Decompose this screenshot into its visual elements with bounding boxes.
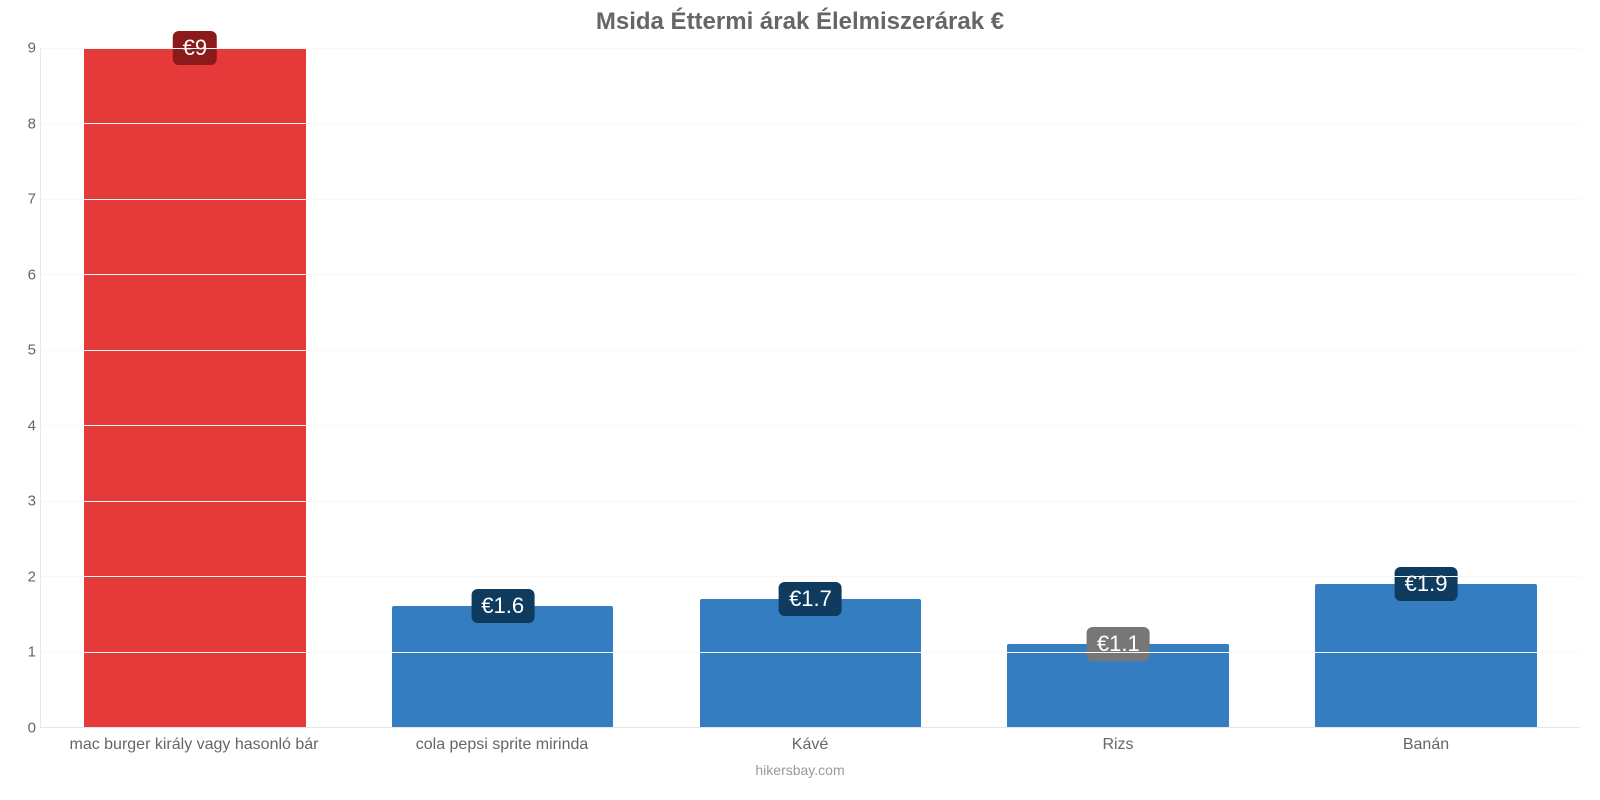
bar-slot: €9 — [41, 48, 349, 727]
gridline — [41, 501, 1580, 502]
bar — [392, 606, 614, 727]
bar-slot: €1.7 — [657, 48, 965, 727]
bar-chart: Msida Éttermi árak Élelmiszerárak € 0 1 2 3… — [0, 0, 1600, 800]
x-label: mac burger király vagy hasonló bár — [40, 736, 348, 754]
y-tick: 6 — [28, 266, 36, 283]
value-badge: €1.9 — [1395, 567, 1458, 601]
value-badge: €1.6 — [471, 589, 534, 623]
gridline — [41, 576, 1580, 577]
chart-caption: hikersbay.com — [0, 762, 1600, 778]
gridline — [41, 350, 1580, 351]
bar-slot: €1.6 — [349, 48, 657, 727]
value-badge: €1.7 — [779, 582, 842, 616]
gridline — [41, 425, 1580, 426]
bar — [84, 48, 306, 727]
plot-area: 0123456789 €9€1.6€1.7€1.1€1.9 — [40, 48, 1580, 728]
y-tick: 3 — [28, 493, 36, 510]
y-tick: 9 — [28, 40, 36, 57]
value-badge: €1.1 — [1087, 627, 1150, 661]
x-axis: mac burger király vagy hasonló bárcola p… — [40, 736, 1580, 754]
y-axis: 0123456789 — [10, 48, 40, 728]
x-label: Banán — [1272, 736, 1580, 754]
bar-slot: €1.1 — [964, 48, 1272, 727]
gridline — [41, 274, 1580, 275]
y-tick: 5 — [28, 342, 36, 359]
x-label: Kávé — [656, 736, 964, 754]
y-tick: 1 — [28, 644, 36, 661]
y-tick: 7 — [28, 191, 36, 208]
gridline — [41, 652, 1580, 653]
gridline — [41, 48, 1580, 49]
x-label: cola pepsi sprite mirinda — [348, 736, 656, 754]
gridline — [41, 123, 1580, 124]
bar — [700, 599, 922, 727]
chart-title: Msida Éttermi árak Élelmiszerárak € — [0, 8, 1600, 36]
y-tick: 4 — [28, 417, 36, 434]
y-tick: 2 — [28, 568, 36, 585]
y-tick: 8 — [28, 115, 36, 132]
bar — [1315, 584, 1537, 727]
bar-slot: €1.9 — [1272, 48, 1580, 727]
x-label: Rizs — [964, 736, 1272, 754]
plot: €9 €1.6 €1.7 €1.1 €1.9 — [40, 48, 1580, 728]
y-tick: 0 — [28, 720, 36, 737]
gridline — [41, 199, 1580, 200]
bars-container: €9 €1.6 €1.7 €1.1 €1.9 — [41, 48, 1580, 727]
